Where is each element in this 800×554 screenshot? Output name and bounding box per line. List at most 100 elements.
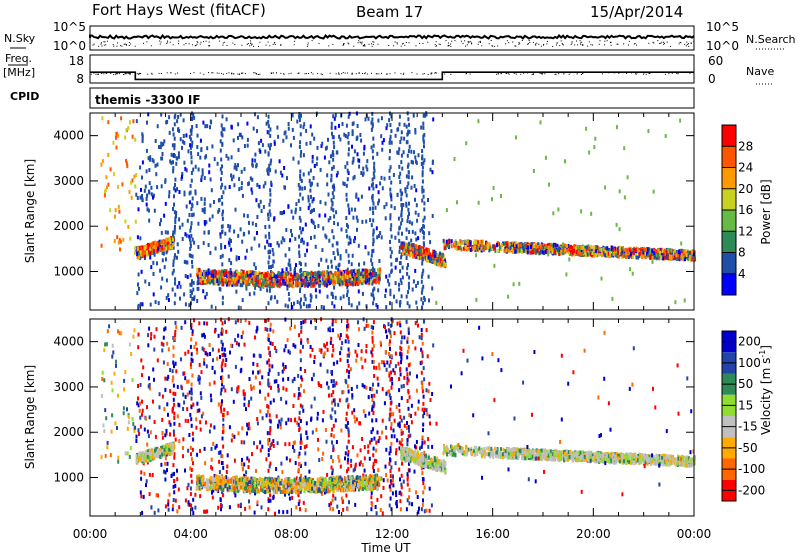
nave-point <box>203 73 205 75</box>
scatter-cell <box>421 305 423 310</box>
scatter-cell <box>643 247 645 252</box>
scatter-cell <box>647 129 650 134</box>
scatter-cell <box>242 275 245 280</box>
scatter-cell <box>340 271 343 276</box>
scatter-cell <box>241 193 244 198</box>
scatter-cell <box>339 256 342 261</box>
scatter-cell <box>553 247 556 251</box>
scatter-cell <box>161 276 164 281</box>
scatter-cell <box>378 259 381 263</box>
scatter-cell <box>126 164 129 169</box>
nave-point <box>676 72 678 74</box>
scatter-cell <box>150 243 153 248</box>
scatter-cell <box>152 195 154 200</box>
scatter-cell <box>371 177 374 182</box>
scatter-cell <box>399 303 401 308</box>
scatter-cell <box>566 244 569 248</box>
scatter-cell <box>175 210 178 215</box>
scatter-cell <box>246 143 249 148</box>
scatter-cell <box>677 250 680 255</box>
beam-label: Beam 17 <box>356 3 423 21</box>
scatter-cell <box>157 246 160 251</box>
scatter-cell <box>415 188 418 193</box>
scatter-cell <box>285 277 287 282</box>
scatter-cell <box>351 253 354 258</box>
scatter-cell <box>254 112 256 117</box>
noise-search-point <box>527 43 529 45</box>
scatter-cell <box>165 257 167 262</box>
scatter-cell <box>162 251 165 256</box>
scatter-cell <box>174 220 177 224</box>
noise-search-point <box>512 41 514 43</box>
scatter-cell <box>346 293 349 298</box>
scatter-cell <box>450 244 453 249</box>
scatter-cell <box>268 273 271 278</box>
scatter-cell <box>176 156 179 161</box>
scatter-cell <box>409 246 412 251</box>
scatter-cell <box>291 233 293 238</box>
nave-point <box>371 72 372 74</box>
noise-search-point <box>146 41 148 43</box>
nave-point <box>531 74 533 75</box>
nave-point <box>123 74 124 75</box>
scatter-cell <box>189 282 192 287</box>
scatter-cell <box>417 255 420 260</box>
scatter-cell <box>635 253 637 258</box>
scatter-cell <box>566 248 569 253</box>
scatter-cell <box>372 211 375 215</box>
scatter-cell <box>173 186 176 191</box>
scatter-cell <box>185 204 188 209</box>
scatter-cell <box>267 217 270 221</box>
scatter-cell <box>349 238 352 243</box>
scatter-cell <box>236 270 239 275</box>
scatter-cell <box>276 241 279 246</box>
scatter-cell <box>372 143 375 148</box>
scatter-cell <box>329 216 332 220</box>
nave-point <box>496 73 498 75</box>
scatter-cell <box>406 185 409 189</box>
scatter-cell <box>165 250 168 255</box>
scatter-cell <box>264 272 267 277</box>
scatter-cell <box>199 272 202 276</box>
noise-search-point <box>434 44 436 46</box>
noise-search-point <box>116 45 118 47</box>
nave-point <box>193 72 195 74</box>
scatter-cell <box>356 227 358 232</box>
scatter-cell <box>672 254 675 259</box>
scatter-cell <box>237 279 240 284</box>
noise-search-point <box>377 43 379 45</box>
scatter-cell <box>319 200 322 205</box>
scatter-cell <box>173 136 176 141</box>
scatter-cell <box>537 245 540 249</box>
scatter-cell <box>366 159 369 164</box>
scatter-cell <box>150 185 153 190</box>
scatter-cell <box>307 276 310 281</box>
scatter-cell <box>313 360 316 364</box>
scatter-cell <box>418 252 421 256</box>
scatter-cell <box>640 250 643 255</box>
scatter-cell <box>530 250 533 255</box>
scatter-cell <box>250 279 253 284</box>
scatter-cell <box>191 254 194 259</box>
scatter-cell <box>337 278 340 283</box>
scatter-cell <box>107 152 110 157</box>
nave-point <box>130 73 131 75</box>
scatter-cell <box>191 264 194 269</box>
scatter-cell <box>435 262 438 266</box>
scatter-cell <box>408 304 411 309</box>
scatter-cell <box>422 125 425 130</box>
scatter-cell <box>261 375 264 380</box>
scatter-cell <box>127 126 130 130</box>
scatter-cell <box>372 186 375 191</box>
scatter-cell <box>385 305 388 310</box>
scatter-cell <box>429 240 432 245</box>
scatter-cell <box>104 189 106 194</box>
noise-search-point <box>497 45 499 47</box>
scatter-cell <box>587 246 590 251</box>
scatter-cell <box>200 178 203 182</box>
nave-point <box>308 73 309 74</box>
scatter-cell <box>371 206 374 211</box>
scatter-cell <box>331 191 334 196</box>
noise-search-point <box>205 40 207 42</box>
scatter-cell <box>287 204 290 209</box>
